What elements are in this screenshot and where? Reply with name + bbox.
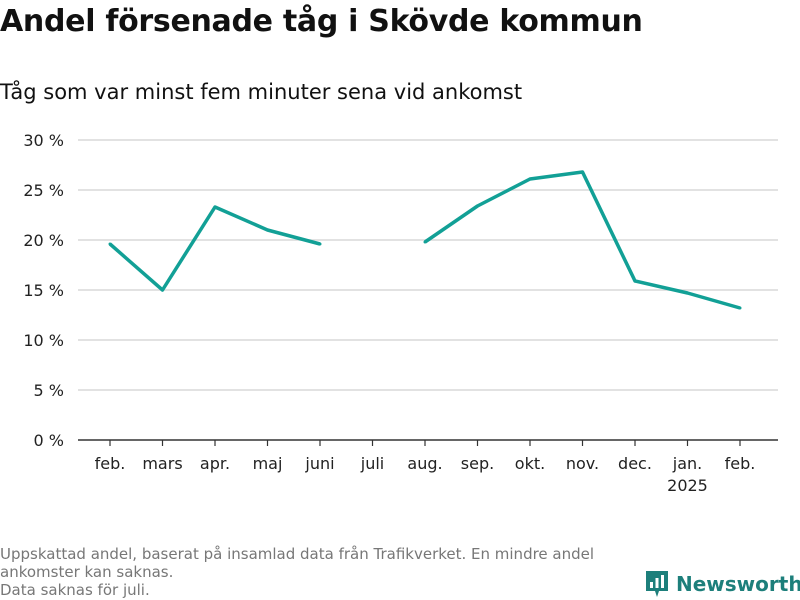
x-tick-label: juni	[304, 454, 334, 473]
y-tick-label: 5 %	[34, 381, 64, 400]
x-tick-label: jan.	[672, 454, 702, 473]
footnote-line-2: Data saknas för juli.	[0, 581, 150, 599]
y-tick-label: 25 %	[23, 181, 64, 200]
line-chart: 0 % 5 % 10 % 15 % 20 % 25 % 30 % feb. mars apr. ma…	[23, 131, 778, 495]
x-tick-label: maj	[253, 454, 283, 473]
y-tick-label: 15 %	[23, 281, 64, 300]
data-point	[318, 242, 322, 246]
series-line-segment	[108, 205, 321, 292]
chart-footnote: Uppskattad andel, baserat på insamlad da…	[0, 545, 640, 599]
data-point	[633, 279, 637, 283]
x-tick-label: feb.	[95, 454, 126, 473]
data-point	[686, 291, 689, 295]
footnote-line-1: Uppskattad andel, baserat på insamlad da…	[0, 545, 595, 581]
x-tick-label: feb.	[725, 454, 756, 473]
x-tick-label: dec.	[618, 454, 652, 473]
chart-subtitle: Tåg som var minst fem minuter sena vid a…	[0, 80, 523, 104]
data-point	[161, 288, 164, 292]
data-point	[423, 240, 427, 244]
brand-name: Newsworthy	[676, 572, 800, 596]
x-tick-label: apr.	[200, 454, 230, 473]
data-point	[108, 242, 112, 246]
bar-chart-logo-icon	[646, 571, 668, 597]
x-tick-label: sep.	[461, 454, 494, 473]
x-tick-label: aug.	[407, 454, 442, 473]
newsworthy-logo: Newsworthy	[644, 568, 800, 600]
data-point	[213, 205, 217, 209]
x-tick-label: nov.	[566, 454, 599, 473]
y-tick-label: 20 %	[23, 231, 64, 250]
x-tick-label: mars	[142, 454, 182, 473]
data-point	[581, 170, 584, 174]
y-tick-label: 10 %	[23, 331, 64, 350]
data-point	[528, 177, 532, 181]
data-point	[266, 228, 269, 232]
y-tick-label: 30 %	[23, 131, 64, 150]
x-tick-label: okt.	[515, 454, 545, 473]
y-tick-label: 0 %	[34, 431, 64, 450]
chart-title: Andel försenade tåg i Skövde kommun	[0, 4, 643, 39]
data-point	[476, 204, 479, 208]
x-tick-sublabel: 2025	[667, 476, 708, 495]
x-tick-label: juli	[360, 454, 384, 473]
data-point	[738, 306, 742, 310]
